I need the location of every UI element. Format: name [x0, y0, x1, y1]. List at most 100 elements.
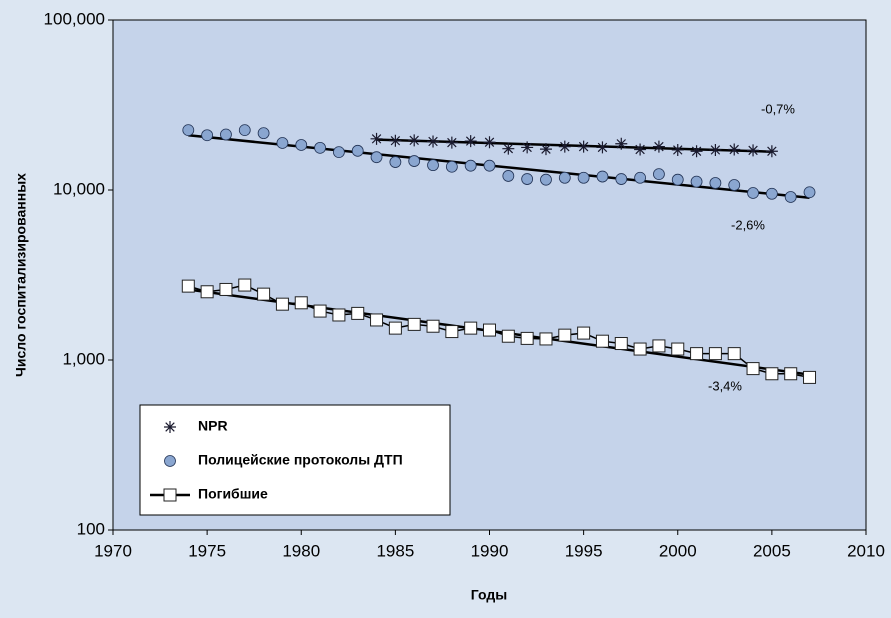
- y-tick-label: 100,000: [44, 9, 105, 28]
- asterisk-marker: [728, 143, 741, 156]
- circle-marker: [690, 175, 703, 188]
- square-marker: [784, 367, 798, 381]
- square-marker: [539, 332, 553, 346]
- asterisk-marker: [427, 135, 440, 148]
- trendline: [376, 138, 772, 153]
- circle-marker: [389, 156, 402, 168]
- y-tick-label: 10,000: [53, 179, 105, 198]
- asterisk-marker: [747, 144, 760, 157]
- asterisk-marker: [577, 140, 590, 153]
- circle-marker: [332, 146, 345, 159]
- circle-marker: [445, 160, 458, 173]
- circle-marker: [634, 171, 646, 184]
- circle-marker: [671, 173, 684, 186]
- asterisk-marker: [765, 145, 778, 158]
- legend-marker: [164, 421, 176, 433]
- circle-marker: [201, 129, 214, 142]
- square-marker: [219, 282, 233, 296]
- asterisk-marker: [596, 141, 609, 154]
- legend-label: NPR: [198, 418, 228, 434]
- asterisk-marker: [389, 134, 402, 147]
- square-marker: [577, 326, 591, 340]
- square-marker: [238, 278, 252, 292]
- circle-marker: [182, 124, 195, 137]
- square-marker: [332, 308, 346, 322]
- square-marker: [501, 329, 515, 343]
- square-marker: [671, 342, 685, 356]
- x-axis-label: Годы: [471, 587, 507, 603]
- circle-marker: [784, 191, 797, 203]
- circle-marker: [803, 186, 816, 199]
- x-tick-label: 1975: [188, 541, 226, 560]
- square-marker: [614, 337, 628, 351]
- asterisk-marker: [615, 137, 628, 150]
- circle-marker: [257, 127, 270, 140]
- square-marker: [370, 313, 384, 327]
- x-tick-label: 1970: [94, 541, 132, 560]
- square-marker: [765, 367, 779, 381]
- circle-marker: [464, 159, 477, 172]
- legend-marker: [164, 455, 176, 467]
- circle-marker: [408, 155, 421, 167]
- asterisk-marker: [464, 135, 477, 148]
- circle-marker: [295, 139, 308, 151]
- x-tick-label: 2010: [847, 541, 885, 560]
- square-marker: [803, 370, 817, 384]
- square-marker: [464, 321, 478, 335]
- square-marker: [483, 323, 496, 337]
- x-tick-label: 2005: [753, 541, 791, 560]
- square-marker: [746, 362, 760, 376]
- legend-marker: [163, 488, 177, 502]
- circle-marker: [427, 159, 439, 172]
- series-line: [188, 284, 810, 379]
- circle-marker: [521, 173, 534, 185]
- y-tick-label: 100: [77, 519, 105, 538]
- annotation: -2,6%: [731, 217, 765, 232]
- square-marker: [690, 347, 704, 361]
- asterisk-marker: [634, 143, 647, 156]
- square-marker: [200, 285, 214, 299]
- asterisk-marker: [445, 136, 458, 149]
- asterisk-marker: [539, 143, 552, 156]
- legend-label: Полицейские протоколы ДТП: [198, 452, 403, 468]
- annotation: -3,4%: [708, 378, 742, 393]
- square-marker: [181, 279, 195, 293]
- square-marker: [445, 325, 459, 339]
- square-marker: [275, 297, 289, 311]
- asterisk-marker: [408, 134, 421, 147]
- x-tick-label: 1990: [471, 541, 509, 560]
- square-marker: [388, 321, 402, 335]
- asterisk-marker: [652, 140, 665, 153]
- circle-marker: [483, 159, 496, 172]
- circle-marker: [540, 173, 552, 186]
- legend-box: [139, 404, 451, 516]
- circle-marker: [765, 187, 778, 200]
- x-tick-label: 1985: [376, 541, 414, 560]
- asterisk-marker: [709, 143, 722, 156]
- circle-marker: [653, 168, 665, 181]
- y-axis-label: Число госпитализированных: [13, 173, 29, 377]
- circle-marker: [596, 170, 609, 183]
- circle-marker: [577, 171, 590, 184]
- asterisk-marker: [502, 142, 515, 155]
- circle-marker: [709, 177, 722, 189]
- square-marker: [351, 306, 365, 320]
- legend-label: Погибшие: [198, 486, 268, 502]
- square-marker: [426, 319, 440, 333]
- square-marker: [520, 331, 534, 345]
- square-marker: [727, 347, 741, 361]
- square-marker: [595, 334, 609, 348]
- x-tick-label: 2000: [659, 541, 697, 560]
- circle-marker: [502, 170, 515, 182]
- asterisk-marker: [370, 132, 383, 145]
- trendline: [188, 133, 810, 200]
- square-marker: [313, 304, 327, 318]
- square-marker: [558, 328, 572, 342]
- annotation: -0,7%: [761, 101, 795, 116]
- circle-marker: [314, 141, 326, 154]
- asterisk-marker: [521, 141, 534, 154]
- square-marker: [294, 296, 308, 310]
- x-tick-label: 1980: [282, 541, 320, 560]
- square-marker: [407, 317, 421, 331]
